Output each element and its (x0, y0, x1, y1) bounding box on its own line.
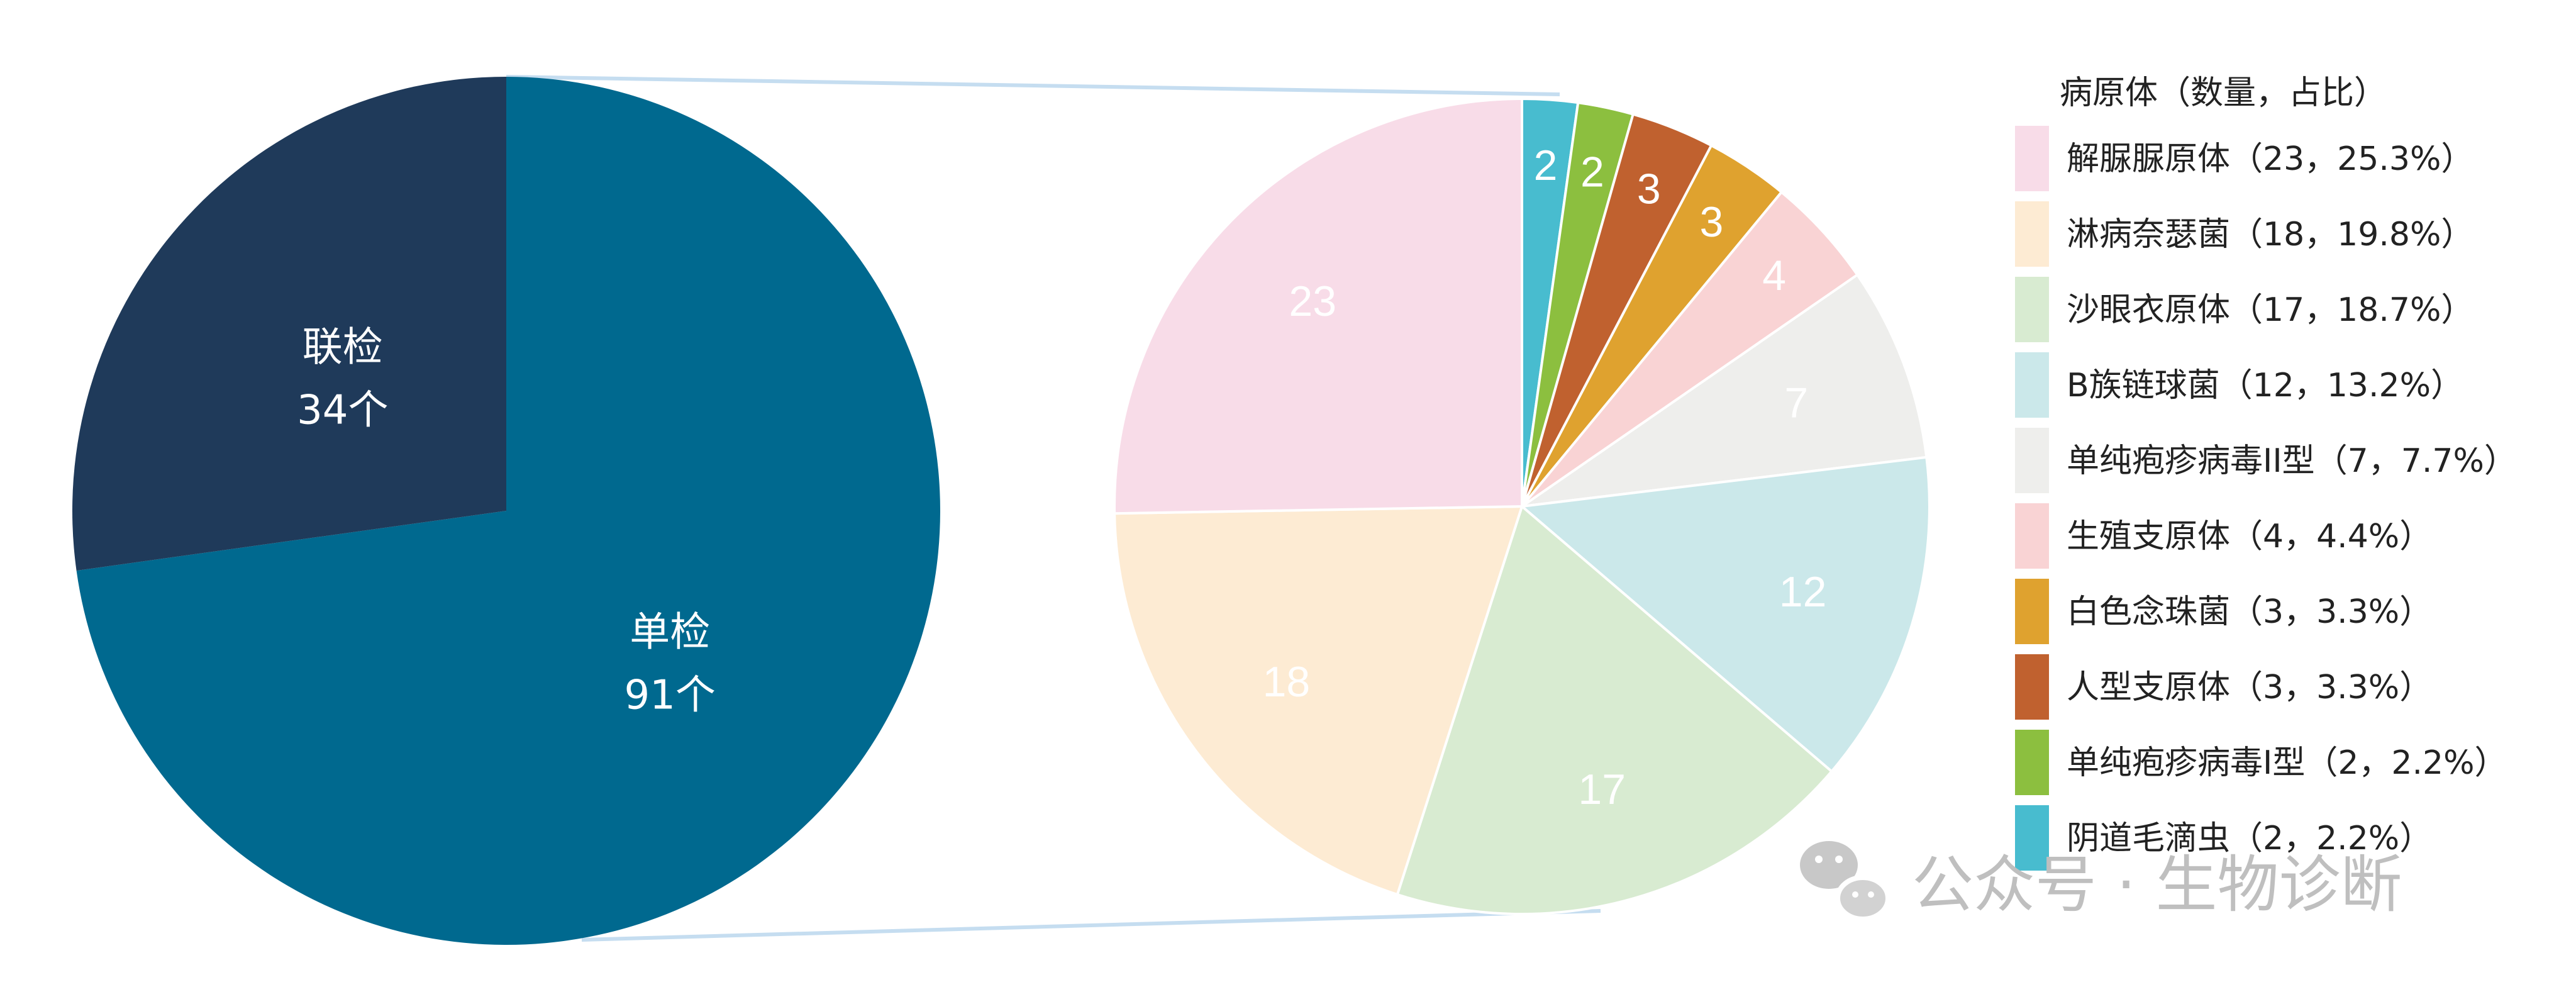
right-slice-label-0: 23 (1289, 277, 1336, 325)
right-slice-5 (1521, 190, 1860, 508)
legend: 病原体（数量，占比） 解脲脲原体（23，25.3%） 淋病奈瑟菌（18，19.8%… (2015, 74, 2517, 871)
legend-swatch-4 (2015, 428, 2049, 493)
connector-line-top (506, 75, 1560, 96)
legend-entry-4: 单纯疱疹病毒II型（7，7.7%） (2067, 442, 2517, 480)
connector-line-bottom (581, 909, 1601, 942)
left-slice-0 (76, 77, 940, 945)
legend-swatch-7 (2015, 654, 2049, 720)
left-pie-chart: 单检 91个 联检 34个 (72, 77, 940, 945)
legend-swatch-0 (2015, 126, 2049, 191)
right-slice-label-1: 18 (1263, 658, 1311, 706)
left-slice-1 (72, 77, 506, 571)
left-slice-value-1: 34个 (297, 387, 388, 433)
legend-swatch-3 (2015, 352, 2049, 418)
legend-entry-3: B族链球菌（12，13.2%） (2067, 367, 2463, 404)
legend-swatch-8 (2015, 730, 2049, 795)
right-slice-2 (1396, 504, 1834, 915)
legend-entry-7: 人型支原体（3，3.3%） (2067, 669, 2432, 706)
right-slice-label-5: 4 (1762, 252, 1786, 299)
legend-swatch-2 (2015, 277, 2049, 342)
watermark-text: 公众号 · 生物诊断 (1912, 849, 2402, 921)
legend-entry-9: 阴道毛滴虫（2，2.2%） (2067, 820, 2432, 857)
right-slice-4 (1521, 273, 1928, 508)
right-slice-3 (1519, 455, 1931, 774)
legend-swatch-9 (2015, 805, 2049, 871)
wechat-icon (1800, 841, 1890, 922)
legend-entry-0: 解脲脲原体（23，25.3%） (2067, 140, 2473, 178)
right-slice-0 (1113, 97, 1523, 515)
legend-swatch-5 (2015, 503, 2049, 569)
legend-entry-6: 白色念珠菌（3，3.3%） (2067, 593, 2432, 631)
right-slice-1 (1113, 505, 1524, 896)
left-slice-name-0: 单检 (630, 610, 710, 656)
legend-entry-5: 生殖支原体（4，4.4%） (2067, 518, 2432, 555)
right-slice-label-4: 7 (1784, 379, 1808, 427)
legend-entry-1: 淋病奈瑟菌（18，19.8%） (2067, 216, 2473, 254)
legend-swatch-6 (2015, 579, 2049, 644)
legend-title: 病原体（数量，占比） (2060, 74, 2387, 112)
right-slice-label-9: 2 (1534, 142, 1558, 189)
right-slice-label-7: 3 (1637, 165, 1661, 213)
left-slice-name-1: 联检 (303, 324, 383, 371)
legend-swatch-1 (2015, 201, 2049, 267)
left-slice-value-0: 91个 (624, 672, 715, 719)
legend-entry-8: 单纯疱疹病毒I型（2，2.2%） (2067, 744, 2507, 782)
right-slice-label-3: 12 (1779, 568, 1827, 616)
right-slice-label-2: 17 (1578, 766, 1626, 813)
right-slice-label-8: 2 (1580, 148, 1604, 196)
legend-entry-2: 沙眼衣原体（17，18.7%） (2067, 291, 2473, 329)
watermark: 公众号 · 生物诊断 (1800, 841, 2402, 922)
right-slice-label-6: 3 (1700, 198, 1724, 246)
